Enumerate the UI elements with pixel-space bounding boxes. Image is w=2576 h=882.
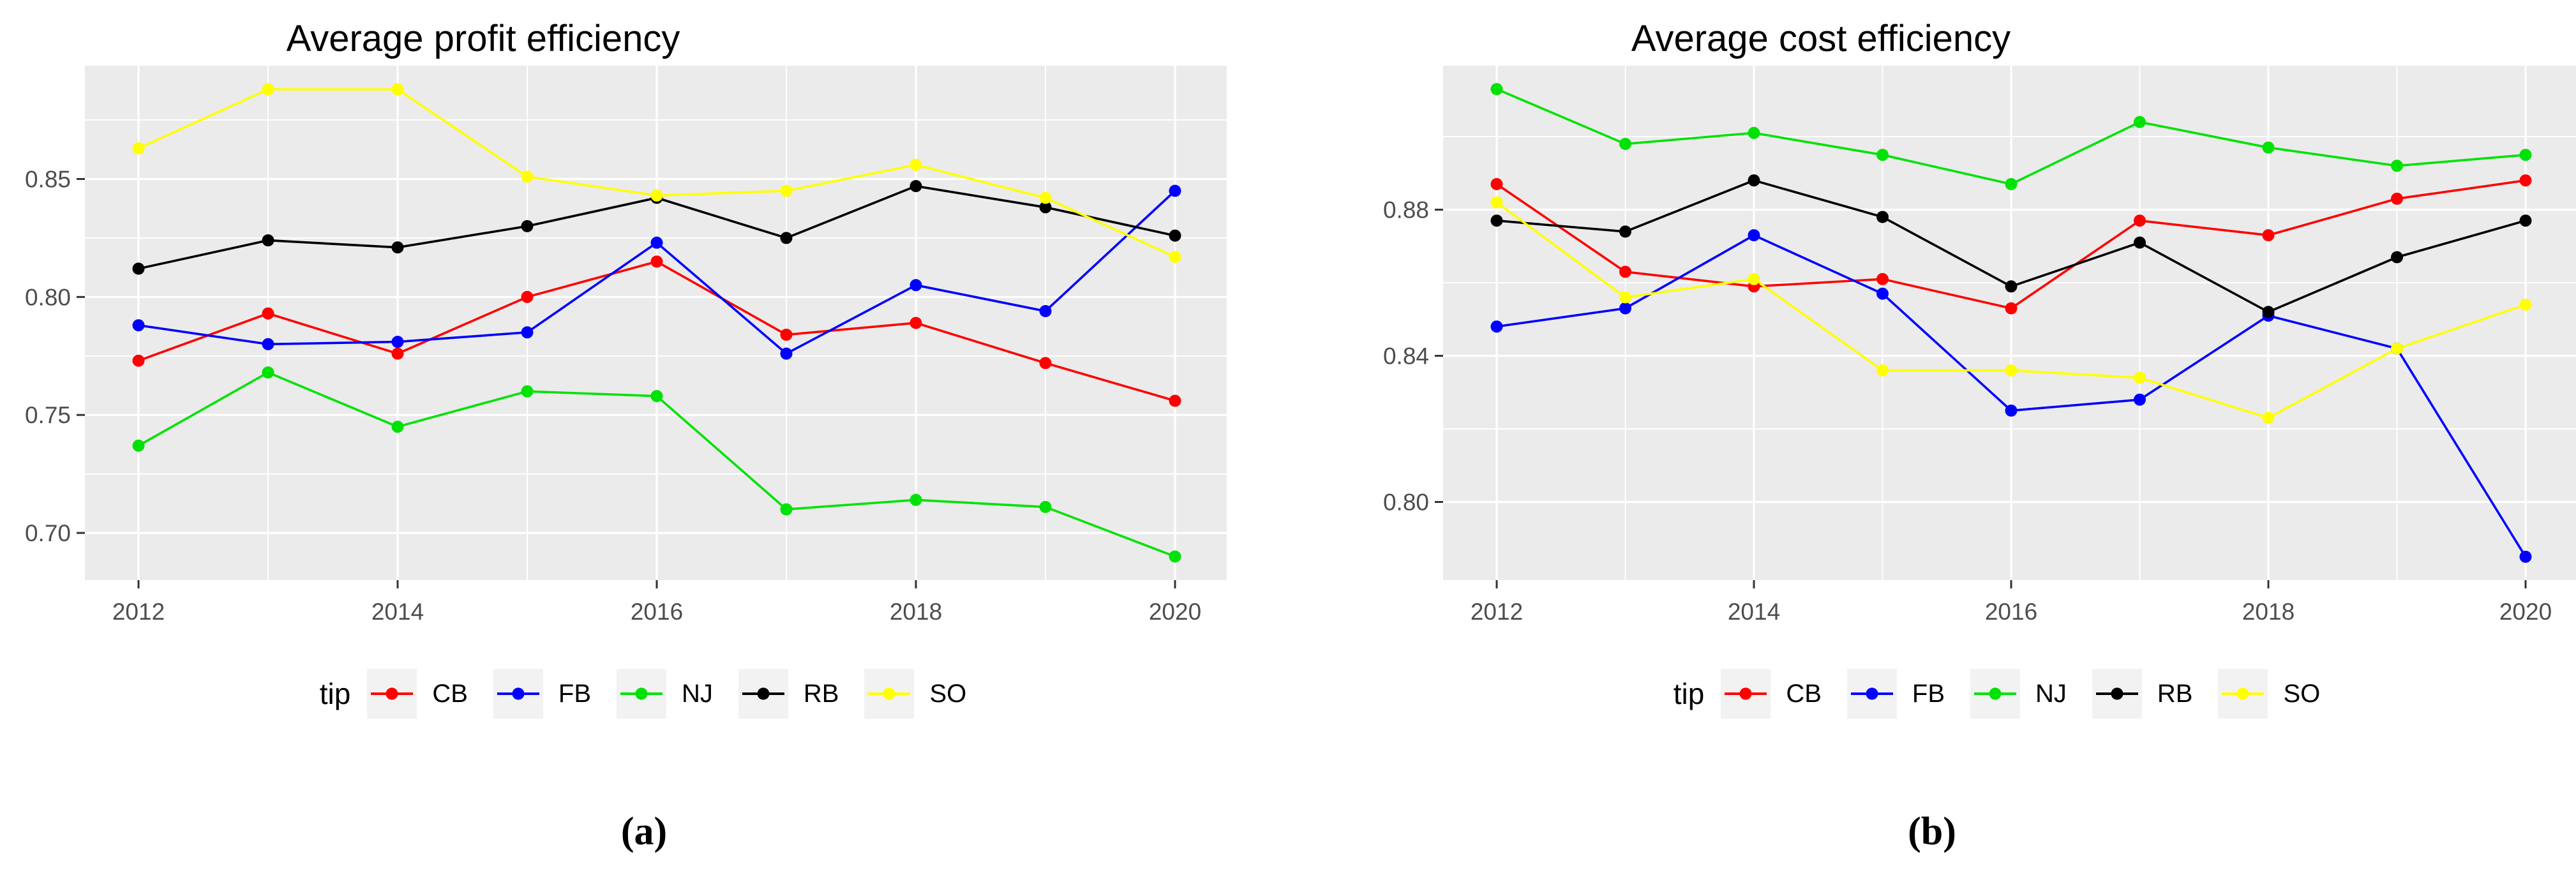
legend-item-RB: RB [2092, 669, 2193, 719]
series-SO-points [132, 83, 1181, 263]
legend-item-FB: FB [493, 669, 591, 719]
svg-text:2018: 2018 [2242, 599, 2295, 625]
legend-cost: tip CB FB NJ RB SO [1443, 669, 2576, 719]
legend-label: SO [929, 679, 967, 708]
svg-text:2014: 2014 [371, 599, 424, 625]
svg-text:0.80: 0.80 [25, 284, 71, 310]
caption-b: (b) [1908, 810, 1956, 853]
x-axis-labels: 2012 2014 2016 2018 2020 [112, 599, 1201, 625]
legend-key-CB-icon [367, 669, 417, 719]
panel-background [1443, 66, 2576, 580]
svg-text:2012: 2012 [112, 599, 165, 625]
legend-key-NJ-icon [1970, 669, 2021, 719]
legend-label: CB [1786, 679, 1822, 708]
series-FB-points [132, 184, 1181, 360]
axis-ticks [77, 177, 1176, 588]
legend-item-SO: SO [2218, 669, 2320, 719]
legend-label: FB [1912, 679, 1945, 708]
legend-item-CB: CB [367, 669, 468, 719]
legend-key-SO-icon [2218, 669, 2268, 719]
svg-text:0.88: 0.88 [1383, 197, 1429, 223]
legend-profit: tip CB FB NJ RB SO [85, 669, 1227, 719]
svg-text:0.84: 0.84 [1383, 343, 1429, 370]
series-NJ-points [1490, 83, 2532, 190]
svg-text:2018: 2018 [890, 599, 942, 625]
svg-text:2020: 2020 [1149, 599, 1201, 625]
legend-item-SO: SO [864, 669, 966, 719]
y-axis-labels: 0.88 0.84 0.80 [1383, 197, 1429, 516]
legend-title: tip [1673, 677, 1705, 710]
legend-key-RB-icon [738, 669, 788, 719]
series-SO-points [1490, 196, 2532, 424]
series-NJ-points [132, 366, 1181, 563]
cost-efficiency-chart: 2012 2014 2016 2018 2020 0.88 0.84 0.80 Average … [1288, 0, 2576, 670]
legend-item-NJ: NJ [617, 669, 713, 719]
legend-label: SO [2283, 679, 2321, 708]
svg-text:0.70: 0.70 [25, 520, 71, 546]
svg-text:0.85: 0.85 [25, 167, 71, 193]
legend-item-FB: FB [1846, 669, 1945, 719]
legend-title: tip [319, 677, 351, 710]
svg-text:2020: 2020 [2499, 599, 2552, 625]
series-CB-points [132, 255, 1181, 407]
y-axis-labels: 0.85 0.80 0.75 0.70 [25, 167, 71, 547]
legend-label: NJ [2035, 679, 2067, 708]
svg-text:2016: 2016 [1985, 599, 2037, 625]
profit-efficiency-chart: 2012 2014 2016 2018 2020 0.85 0.80 0.75 0.70 Aver… [0, 0, 1288, 670]
svg-text:2012: 2012 [1471, 599, 1523, 625]
caption-a: (a) [620, 810, 668, 853]
legend-key-RB-icon [2092, 669, 2142, 719]
profit-chart-svg: 2012 2014 2016 2018 2020 0.85 0.80 0.75 0.70 Aver… [25, 18, 1227, 625]
chart-title: Average cost efficiency [1631, 18, 2011, 59]
legend-label: CB [432, 679, 468, 708]
legend-key-FB-icon [1846, 669, 1897, 719]
series-CB-points [1490, 174, 2532, 315]
legend-item-CB: CB [1721, 669, 1822, 719]
legend-key-CB-icon [1721, 669, 1771, 719]
legend-key-FB-icon [493, 669, 543, 719]
legend-label: RB [2157, 679, 2193, 708]
axis-ticks [1435, 209, 2527, 588]
legend-label: NJ [682, 679, 713, 708]
x-axis-labels: 2012 2014 2016 2018 2020 [1471, 599, 2552, 625]
legend-item-RB: RB [738, 669, 839, 719]
svg-text:2016: 2016 [631, 599, 683, 625]
svg-text:2014: 2014 [1728, 599, 1780, 625]
cost-chart-svg: 2012 2014 2016 2018 2020 0.88 0.84 0.80 Average … [1383, 18, 2576, 625]
series-RB-points [1490, 174, 2532, 318]
chart-title: Average profit efficiency [287, 18, 680, 59]
legend-key-SO-icon [864, 669, 915, 719]
legend-label: FB [558, 679, 592, 708]
legend-key-NJ-icon [617, 669, 667, 719]
svg-text:0.75: 0.75 [25, 402, 71, 428]
svg-text:0.80: 0.80 [1383, 490, 1429, 516]
legend-item-NJ: NJ [1970, 669, 2067, 719]
legend-label: RB [803, 679, 839, 708]
